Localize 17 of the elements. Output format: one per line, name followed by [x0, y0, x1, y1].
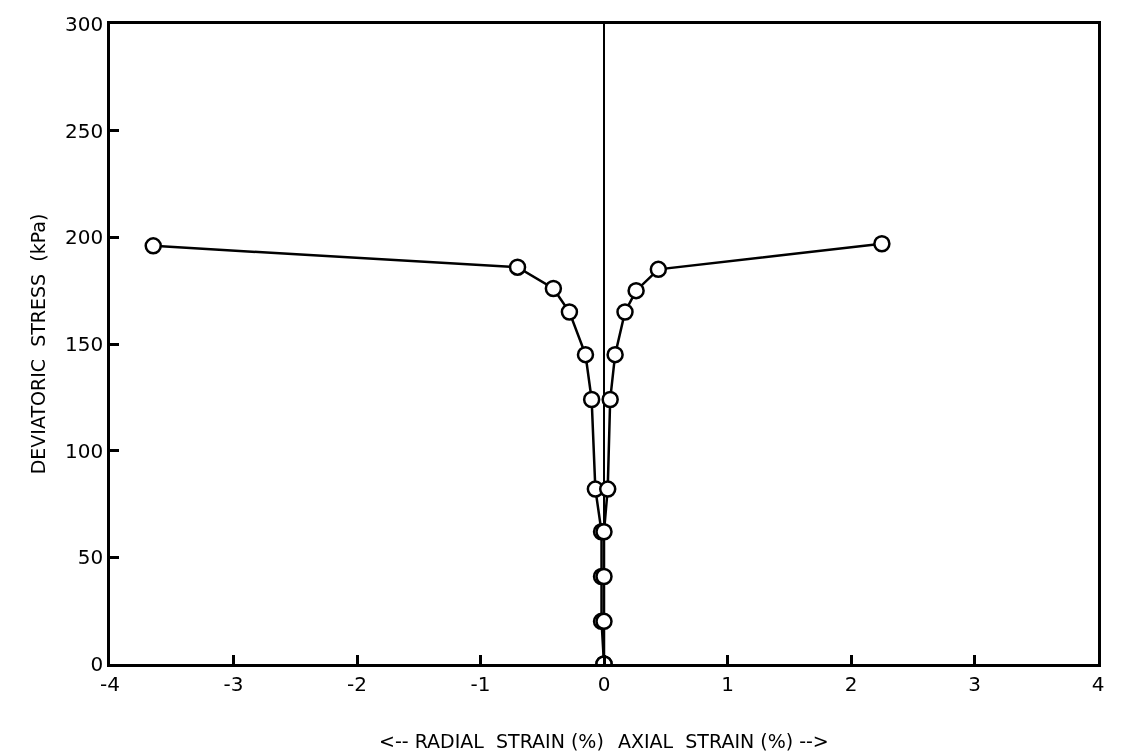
x-tick-label: 4: [1091, 671, 1105, 696]
y-tick-label: 100: [65, 438, 104, 463]
y-tick-label: 200: [65, 225, 104, 250]
x-tick-label: 1: [721, 671, 734, 696]
text: AXIAL STRAIN (%) -->: [618, 730, 829, 752]
x-tick-label: -1: [470, 671, 491, 696]
x-tick-label: 3: [968, 671, 981, 696]
y-axis-title: DEVIATORIC STRESS (kPa): [26, 213, 49, 475]
y-tick-label: 250: [65, 118, 104, 143]
x-tick-label: -2: [347, 671, 367, 696]
y-tick-label: 150: [65, 332, 104, 356]
x-tick-label: 2: [844, 671, 858, 696]
y-tick-label: 300: [65, 12, 104, 36]
x-tick-label: -3: [223, 671, 244, 696]
y-tick-label: 50: [77, 545, 104, 570]
x-tick-label: 0: [597, 671, 611, 696]
text: <-- RADIAL STRAIN (%): [379, 730, 604, 752]
